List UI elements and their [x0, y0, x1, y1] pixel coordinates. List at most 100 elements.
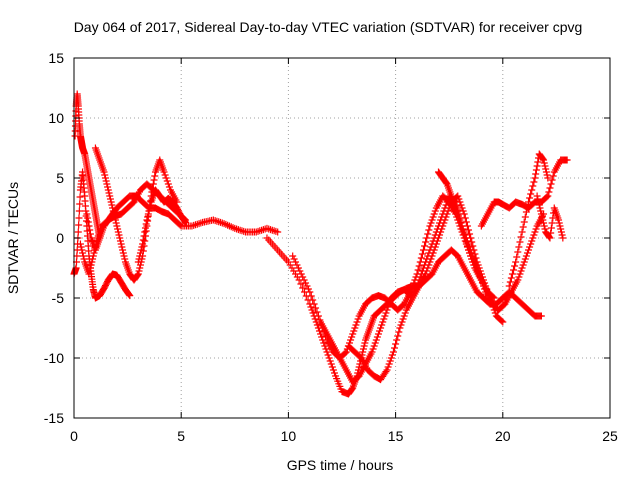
data-point	[519, 223, 527, 231]
data-point	[522, 252, 530, 260]
data-point	[394, 332, 402, 340]
data-point	[396, 324, 404, 332]
data-point	[359, 348, 367, 356]
data-point	[532, 225, 540, 233]
data-point	[103, 180, 111, 188]
series-arc-8	[289, 192, 485, 362]
data-point	[466, 243, 474, 251]
data-point	[527, 240, 535, 248]
data-point	[547, 224, 555, 232]
data-point	[535, 201, 543, 209]
data-point	[517, 267, 525, 275]
data-point	[91, 243, 99, 251]
data-point	[354, 315, 362, 323]
data-point	[459, 225, 467, 233]
y-tick-label: -5	[52, 290, 65, 306]
data-point	[137, 246, 145, 254]
data-point	[85, 270, 93, 278]
data-point	[136, 249, 144, 257]
y-axis: -15 -10 -5 0 5 10 15	[44, 50, 610, 426]
data-point	[382, 309, 390, 317]
data-point	[541, 225, 549, 233]
data-point	[507, 274, 515, 282]
data-point	[140, 232, 148, 240]
data-point	[114, 228, 122, 236]
data-point	[76, 240, 84, 248]
data-point	[353, 318, 361, 326]
data-point	[369, 345, 377, 353]
data-point	[323, 348, 331, 356]
data-point	[83, 210, 91, 218]
data-point	[134, 270, 142, 278]
data-point	[537, 312, 545, 320]
data-point	[439, 222, 447, 230]
data-point	[108, 201, 116, 209]
data-point	[352, 321, 360, 329]
data-point	[529, 234, 537, 242]
data-point	[294, 264, 302, 272]
data-point	[89, 255, 97, 263]
data-point	[160, 168, 168, 176]
data-point	[386, 297, 394, 305]
data-point	[347, 336, 355, 344]
data-point	[532, 170, 540, 178]
data-point	[527, 190, 535, 198]
data-point	[326, 357, 334, 365]
data-point	[533, 192, 541, 200]
data-point	[374, 330, 382, 338]
data-point	[511, 262, 519, 270]
data-point	[146, 204, 154, 212]
data-point	[310, 300, 318, 308]
data-point	[535, 198, 543, 206]
data-point	[521, 255, 529, 263]
data-point	[459, 207, 467, 215]
data-point	[161, 171, 169, 179]
data-point	[90, 249, 98, 257]
data-point	[547, 180, 555, 188]
data-point	[491, 309, 499, 317]
x-tick-label: 25	[602, 428, 618, 444]
data-point	[142, 220, 150, 228]
data-point	[543, 171, 551, 179]
x-axis-label: GPS time / hours	[287, 457, 394, 473]
data-point	[498, 317, 506, 325]
data-point	[523, 249, 531, 257]
data-point	[289, 252, 297, 260]
data-point	[422, 270, 430, 278]
data-point	[379, 318, 387, 326]
data-point	[348, 385, 356, 393]
data-point	[391, 344, 399, 352]
data-point	[91, 246, 99, 254]
data-point	[378, 321, 386, 329]
data-point	[139, 236, 147, 244]
data-point	[388, 351, 396, 359]
data-point	[100, 168, 108, 176]
data-point	[104, 186, 112, 194]
data-point	[150, 176, 158, 184]
data-point	[475, 270, 483, 278]
data-point	[341, 349, 349, 357]
data-point	[426, 258, 434, 266]
data-point	[526, 194, 534, 202]
data-point	[458, 204, 466, 212]
data-point	[428, 252, 436, 260]
data-point	[86, 267, 94, 275]
data-point	[74, 228, 82, 236]
data-point	[401, 309, 409, 317]
data-point	[89, 252, 97, 260]
data-point	[165, 183, 173, 191]
data-point	[543, 193, 551, 201]
data-point	[442, 213, 450, 221]
data-point	[296, 267, 304, 275]
series-arc-1	[70, 168, 134, 302]
data-point	[143, 216, 151, 224]
data-point	[531, 174, 539, 182]
data-point	[393, 336, 401, 344]
data-point	[428, 216, 436, 224]
data-point	[307, 303, 315, 311]
data-point	[135, 267, 143, 275]
data-point	[293, 261, 301, 269]
data-point	[145, 207, 153, 215]
data-point	[463, 237, 471, 245]
data-point	[559, 234, 567, 242]
